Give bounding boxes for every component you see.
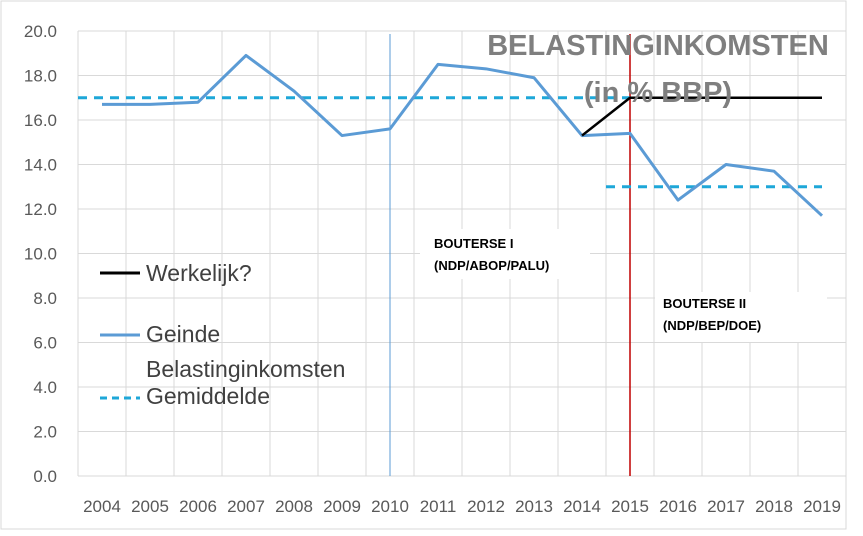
chart-title-line2: (in % BBP) xyxy=(584,77,732,109)
annotation-bouterse-2-line1: BOUTERSE II xyxy=(663,296,746,311)
y-tick-label: 18.0 xyxy=(24,67,57,86)
legend-label-werkelijk: Werkelijk? xyxy=(146,260,252,286)
y-tick-label: 20.0 xyxy=(24,22,57,41)
y-tick-label: 8.0 xyxy=(33,289,57,308)
y-tick-label: 2.0 xyxy=(33,423,57,442)
y-tick-label: 6.0 xyxy=(33,334,57,353)
legend: Werkelijk? Geinde Belastinginkomsten Gem… xyxy=(100,260,345,409)
x-tick-label: 2014 xyxy=(563,497,601,516)
legend-label-geinde-line2: Belastinginkomsten xyxy=(146,356,345,382)
x-tick-label: 2011 xyxy=(420,497,457,516)
x-tick-label: 2004 xyxy=(83,497,121,516)
annotation-bouterse-1-line2: (NDP/ABOP/PALU) xyxy=(434,258,549,273)
x-tick-label: 2008 xyxy=(275,497,313,516)
annotation-bouterse-2-line2: (NDP/BEP/DOE) xyxy=(663,318,761,333)
series-lines xyxy=(78,53,824,217)
x-tick-label: 2019 xyxy=(803,497,841,516)
series-line-geinde xyxy=(102,53,824,217)
y-tick-label: 16.0 xyxy=(24,111,57,130)
x-tick-label: 2007 xyxy=(227,497,265,516)
legend-label-geinde: Geinde xyxy=(146,321,220,347)
period-markers xyxy=(389,34,631,476)
x-tick-label: 2009 xyxy=(323,497,361,516)
y-axis-ticks: 0.0 2.0 4.0 6.0 8.0 10.0 12.0 14.0 16.0 18.0 20.0 xyxy=(24,22,57,486)
y-tick-label: 12.0 xyxy=(24,200,57,219)
annotation-bouterse-1-line1: BOUTERSE I xyxy=(434,236,513,251)
annotation-box-bouterse-1 xyxy=(420,229,590,279)
x-tick-label: 2016 xyxy=(659,497,697,516)
annotation-boxes xyxy=(420,229,827,342)
x-tick-label: 2015 xyxy=(611,497,649,516)
x-tick-label: 2006 xyxy=(179,497,217,516)
x-tick-label: 2012 xyxy=(467,497,505,516)
x-tick-label: 2013 xyxy=(515,497,553,516)
y-tick-label: 4.0 xyxy=(33,378,57,397)
x-tick-label: 2017 xyxy=(707,497,745,516)
x-tick-label: 2010 xyxy=(371,497,409,516)
x-axis-ticks: 2004 2005 2006 2007 2008 2009 2010 2011 2012 2013… xyxy=(83,497,841,516)
y-tick-label: 14.0 xyxy=(24,156,57,175)
y-tick-label: 0.0 xyxy=(33,467,57,486)
chart-title-line1: BELASTINGINKOMSTEN xyxy=(487,30,829,62)
x-tick-label: 2018 xyxy=(755,497,793,516)
legend-label-gemiddelde: Gemiddelde xyxy=(146,383,270,409)
annotation-box-bouterse-2 xyxy=(655,292,827,342)
y-tick-label: 10.0 xyxy=(24,245,57,264)
series-line-werkelijk xyxy=(581,96,822,137)
x-tick-label: 2005 xyxy=(131,497,169,516)
